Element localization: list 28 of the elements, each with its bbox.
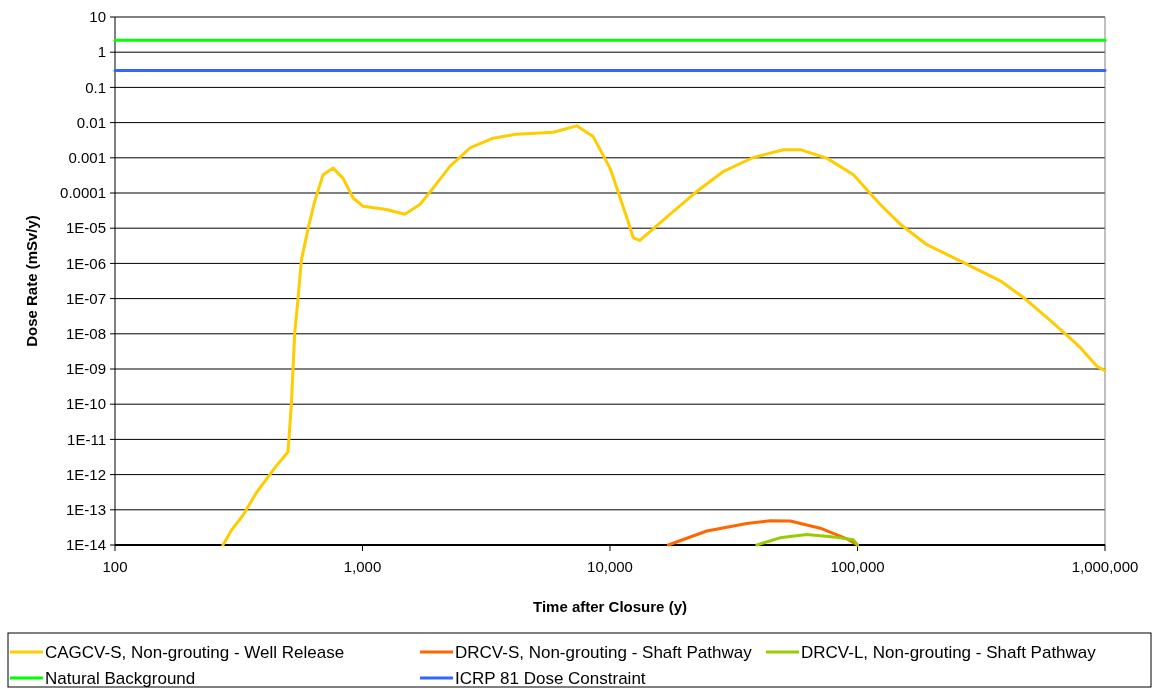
y-tick-label: 10 — [89, 8, 106, 26]
x-tick-label: 10,000 — [587, 558, 633, 575]
y-tick-label: 0.0001 — [60, 184, 106, 202]
legend-label: DRCV-S, Non-grouting - Shaft Pathway — [455, 642, 753, 662]
x-tick-label: 1,000,000 — [1071, 558, 1139, 575]
y-tick-label: 1E-13 — [65, 501, 106, 519]
y-axis-title: Dose Rate (mSv/y) — [23, 215, 40, 347]
y-tick-label: 1E-05 — [65, 219, 106, 237]
y-tick-label: 0.001 — [68, 149, 106, 167]
y-tick-label: 0.01 — [76, 113, 106, 131]
x-tick-label: 1,000 — [343, 558, 382, 575]
y-tick-label: 1E-11 — [67, 430, 106, 448]
x-axis-title: Time after Closure (y) — [533, 598, 687, 615]
x-tick-label: 100 — [102, 558, 128, 575]
y-tick-label: 1E-14 — [65, 536, 106, 554]
legend-label: ICRP 81 Dose Constraint — [455, 668, 646, 688]
y-tick-label: 1E-08 — [65, 325, 106, 343]
y-tick-label: 1 — [97, 43, 106, 61]
y-tick-label: 1E-07 — [65, 289, 106, 307]
y-tick-label: 1E-06 — [65, 254, 106, 272]
y-tick-label: 0.1 — [85, 78, 106, 96]
legend-label: CAGCV-S, Non-grouting - Well Release — [45, 642, 345, 662]
y-tick-label: 1E-10 — [65, 395, 106, 413]
y-tick-label: 1E-09 — [65, 360, 106, 378]
y-tick-label: 1E-12 — [65, 465, 106, 483]
x-tick-label: 100,000 — [830, 558, 885, 575]
legend-label: DRCV-L, Non-grouting - Shaft Pathway — [801, 642, 1097, 662]
legend-label: Natural Background — [45, 668, 196, 688]
